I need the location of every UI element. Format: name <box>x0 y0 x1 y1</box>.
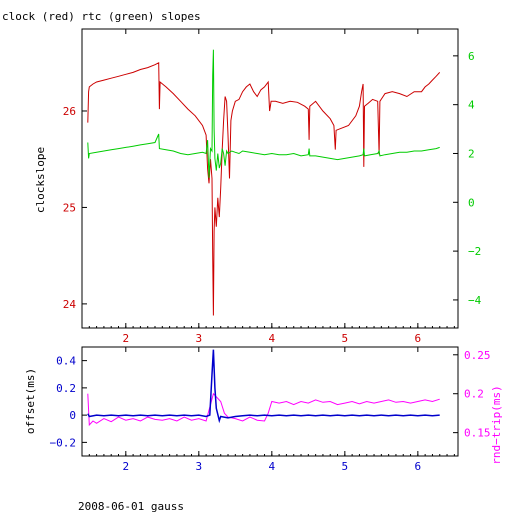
y2-tick-label-0-1: −2 <box>468 245 481 258</box>
offset-axis-label: offset(ms) <box>24 368 37 434</box>
x-tick-label-1-4: 6 <box>415 460 422 473</box>
offset-axes-group: 2 3 4 5 6 −0.2 0 0.2 0.4 0.15 0.2 0.25 <box>50 347 491 473</box>
y2-tick-label-0-2: 0 <box>468 196 475 209</box>
y-tick-label-1-2: 0.2 <box>56 382 76 395</box>
y2-tick-label-0-4: 4 <box>468 99 475 112</box>
x-tick-label-0-3: 5 <box>342 332 349 345</box>
x-tick-label-0-4: 6 <box>415 332 422 345</box>
series-0-1-line <box>87 49 440 178</box>
y2-tick-label-0-0: −4 <box>468 294 482 307</box>
x-tick-label-0-1: 3 <box>196 332 203 345</box>
chart-title: clock (red) rtc (green) slopes <box>2 10 201 23</box>
series-0-0-line <box>87 61 441 316</box>
y-tick-label-0-2: 26 <box>63 105 76 118</box>
footer-caption: 2008-06-01 gauss <box>78 500 184 512</box>
y-tick-label-1-1: 0 <box>69 409 76 422</box>
offset-roundtrip-chart: 2 3 4 5 6 −0.2 0 0.2 0.4 0.15 0.2 0.25 offset(ms) r… <box>24 346 503 473</box>
y2-tick-label-0-5: 6 <box>468 50 475 63</box>
y2-tick-label-1-1: 0.2 <box>464 388 484 401</box>
x-tick-label-1-1: 3 <box>196 460 203 473</box>
y-tick-label-1-3: 0.4 <box>56 355 76 368</box>
x-tick-label-0-0: 2 <box>122 332 129 345</box>
series-1-0-line <box>87 392 440 427</box>
series-1-1-line <box>87 349 440 424</box>
y2-tick-label-1-2: 0.25 <box>464 349 491 362</box>
y-tick-label-0-1: 25 <box>63 201 76 214</box>
x-tick-label-1-0: 2 <box>122 460 129 473</box>
slopes-plot-frame <box>81 28 459 329</box>
y2-tick-label-1-0: 0.15 <box>464 427 491 440</box>
clockslope-axis-label: clockslope <box>34 147 47 213</box>
offset-series-group <box>87 349 440 427</box>
x-tick-label-0-2: 4 <box>269 332 276 345</box>
slopes-series-group <box>87 49 441 316</box>
y-tick-label-0-0: 24 <box>63 298 77 311</box>
x-tick-label-1-2: 4 <box>269 460 276 473</box>
y2-tick-label-0-3: 2 <box>468 147 475 160</box>
y-tick-label-1-0: −0.2 <box>50 436 77 449</box>
offset-plot-frame <box>81 346 459 457</box>
roundtrip-axis-label: rnd−trip(ms) <box>490 385 503 464</box>
x-tick-label-1-3: 5 <box>342 460 349 473</box>
